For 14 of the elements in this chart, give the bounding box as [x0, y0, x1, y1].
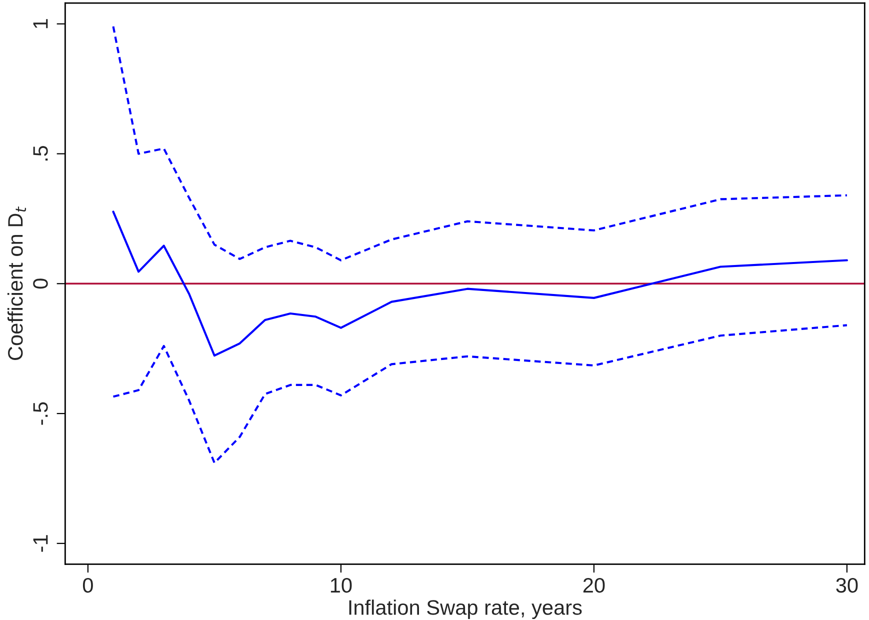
line-series — [112, 324, 848, 464]
x-tick-label: 20 — [583, 578, 605, 593]
line-series — [112, 210, 848, 357]
y-tick-label: -1 — [33, 535, 48, 552]
x-tick-label: 10 — [330, 578, 352, 593]
y-tick-label: 0 — [33, 278, 48, 289]
y-tick-label: -.5 — [33, 402, 48, 425]
y-tick-label: .5 — [33, 146, 48, 161]
y-tick-label: 1 — [33, 19, 48, 28]
y-axis-title: Coefficient on D$_{t}$ — [7, 206, 26, 360]
x-tick-label: 30 — [836, 578, 858, 593]
x-tick-label: 0 — [82, 578, 93, 593]
line-series — [112, 25, 848, 262]
x-axis-title: Inflation Swap rate, years — [349, 600, 582, 620]
